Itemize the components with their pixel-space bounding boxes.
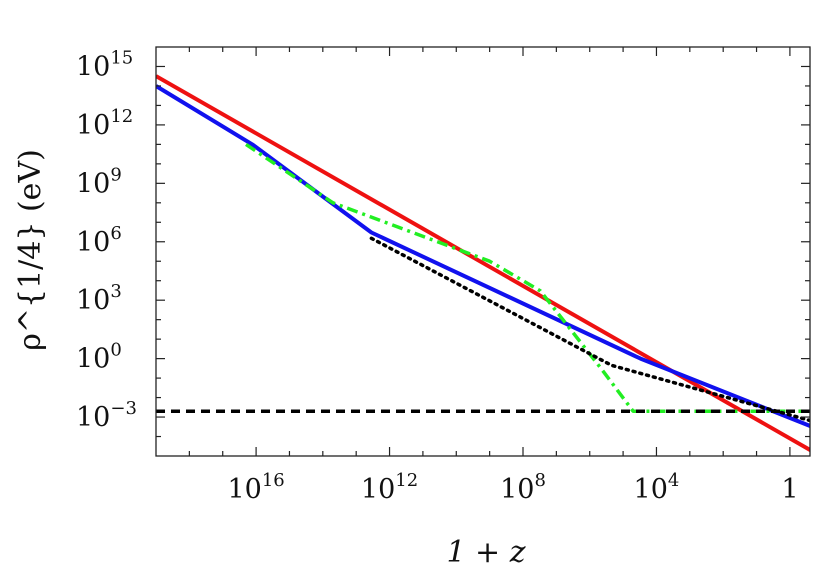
- series-line-2: [245, 142, 810, 413]
- y-tick-label-0: 1015: [76, 47, 133, 82]
- ticks-layer: 1016 1012 108 104 1 1015 1012 109 106 103 100 10−3: [76, 47, 810, 505]
- x-tick-label-2: 108: [500, 470, 546, 505]
- series-line-3: [369, 236, 810, 423]
- x-axis-label: 1 + z: [446, 535, 525, 570]
- y-tick-label-5: 100: [76, 340, 122, 375]
- y-tick-label-4: 103: [76, 281, 122, 316]
- x-tick-label-4: 1: [781, 474, 798, 505]
- y-tick-label-6: 10−3: [76, 398, 137, 433]
- y-tick-label-1: 1012: [76, 106, 133, 141]
- y-tick-label-2: 109: [76, 164, 122, 199]
- y-axis-label: ρ^{1/4} (eV): [13, 149, 48, 351]
- series-line-1: [156, 84, 810, 429]
- x-tick-label-1: 1012: [361, 470, 418, 505]
- plot-frame: [155, 46, 811, 457]
- series-line-0: [156, 74, 810, 453]
- series-layer: [156, 74, 810, 453]
- x-tick-label-0: 1016: [227, 470, 284, 505]
- y-tick-label-3: 106: [76, 223, 122, 258]
- x-tick-label-3: 104: [634, 470, 680, 505]
